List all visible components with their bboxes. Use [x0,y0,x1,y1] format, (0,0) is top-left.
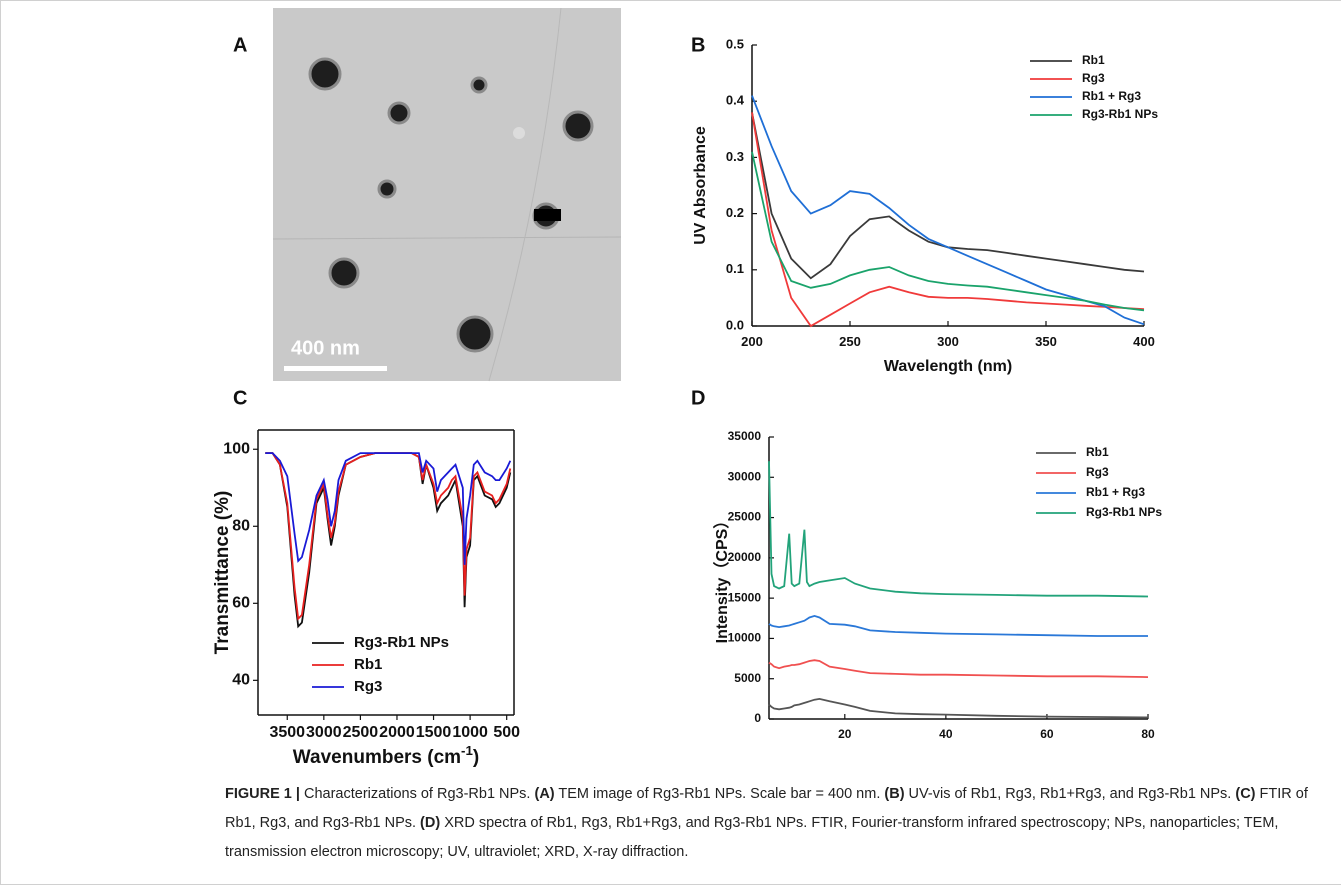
legend-label: Rg3 [1082,71,1105,85]
x-tick-label: 300 [937,334,959,349]
data-line [265,452,512,565]
y-tick-label: 0.2 [726,205,744,220]
panel-label: C [233,387,247,409]
y-tick-label: 25000 [728,510,762,524]
legend-label: Rg3-Rb1 NPs [1086,505,1162,519]
x-axis-label: Wavenumbers (cm-1) [293,743,479,769]
data-line [751,112,1145,328]
panel-label: A [233,34,247,56]
y-tick-label: 40 [232,672,250,689]
x-tick-label: 1500 [416,724,452,741]
y-tick-label: 60 [232,595,250,612]
x-tick-label: 3000 [306,724,342,741]
legend-label: Rg3-Rb1 NPs [354,634,449,651]
x-tick-label: 2500 [343,724,379,741]
caption-segment: (C) [1235,786,1256,802]
data-line [751,112,1145,280]
y-tick-label: 10000 [728,631,762,645]
x-tick-label: 20 [838,727,852,741]
caption-segment: Characterizations of Rg3-Rb1 NPs. [299,786,535,802]
legend-label: Rg3-Rb1 NPs [1082,107,1158,121]
x-tick-label: 3500 [269,724,305,741]
caption-segment: TEM image of Rg3-Rb1 NPs. Scale bar = 40… [554,786,885,802]
y-tick-label: 15000 [728,590,762,604]
y-tick-label: 20000 [728,550,762,564]
y-tick-label: 0.1 [726,261,744,276]
x-tick-label: 400 [1133,334,1155,349]
legend-label: Rb1 [354,656,382,673]
chart: 0.0 0.1 0.2 0.3 0.4 0.5 200 250 300 350 400 UV Abso… [692,36,1158,375]
x-axis-label-part: Wavenumbers (cm [293,747,461,768]
x-tick-label: 350 [1035,334,1057,349]
x-tick-label: 2000 [379,724,415,741]
panel-label: D [691,387,705,409]
legend-label: Rg3 [1086,465,1109,479]
x-tick-label: 200 [741,334,763,349]
caption-segment: FIGURE 1 | [225,786,300,802]
y-tick-label: 80 [232,518,250,535]
data-line [265,452,512,621]
x-tick-label: 60 [1040,727,1054,741]
caption-segment: UV-vis of Rb1, Rg3, Rb1+Rg3, and Rg3-Rb1… [904,786,1236,802]
legend-label: Rb1 + Rg3 [1082,89,1141,103]
x-tick-label: 1000 [452,724,488,741]
x-tick-label: 40 [939,727,953,741]
y-axis-label: Transmittance (%) [212,491,233,655]
data-line [751,151,1145,312]
legend-label: Rb1 [1082,53,1105,67]
chart: 0 5000 10000 15000 20000 25000 30000 35000 20 40 6… [713,429,1162,741]
data-line [751,95,1145,326]
caption-segment: XRD spectra of Rb1, Rg3, Rb1+Rg3, and Rg… [225,815,1279,860]
x-tick-label: 80 [1141,727,1155,741]
scale-label: 400 nm [291,337,360,359]
x-axis-label-part: -1 [461,743,473,758]
caption-segment: (D) [420,815,441,831]
y-tick-label: 0.4 [726,93,745,108]
y-tick-label: 5000 [734,671,761,685]
legend-label: Rb1 [1086,445,1109,459]
data-line [768,614,1148,637]
y-axis-label: UV Absorbance [692,126,709,245]
caption-segment: (B) [884,786,905,802]
y-tick-label: 0.0 [726,317,744,332]
tem-image: 400 nm [272,7,622,382]
caption-segment: FTIR of Rb1, Rg3, and Rg3-Rb1 NPs. [225,786,1308,831]
y-tick-label: 100 [223,440,250,457]
y-tick-label: 0.3 [726,149,744,164]
x-tick-label: 250 [839,334,861,349]
x-tick-label: 500 [493,724,520,741]
legend-label: Rg3 [354,678,382,695]
data-line [768,659,1149,678]
panel-label: B [691,34,705,56]
x-axis-label: Wavelength (nm) [884,358,1012,375]
y-tick-label: 0.5 [726,36,744,51]
data-line [768,461,1149,598]
chart: 40 60 80 100 3500 3000 2500 2000 1500 1000 500 Tran… [212,429,520,769]
caption-segment: (A) [534,786,555,802]
y-tick-label: 35000 [728,429,762,443]
y-axis-label: Intensity（CPS） [713,513,731,644]
y-tick-label: 30000 [728,469,762,483]
legend-label: Rb1 + Rg3 [1086,485,1145,499]
caption: FIGURE 1 | Characterizations of Rg3-Rb1 … [225,780,1325,867]
y-tick-label: 0 [754,711,761,725]
data-line [768,697,1149,719]
x-axis-label-part: ) [473,747,479,768]
